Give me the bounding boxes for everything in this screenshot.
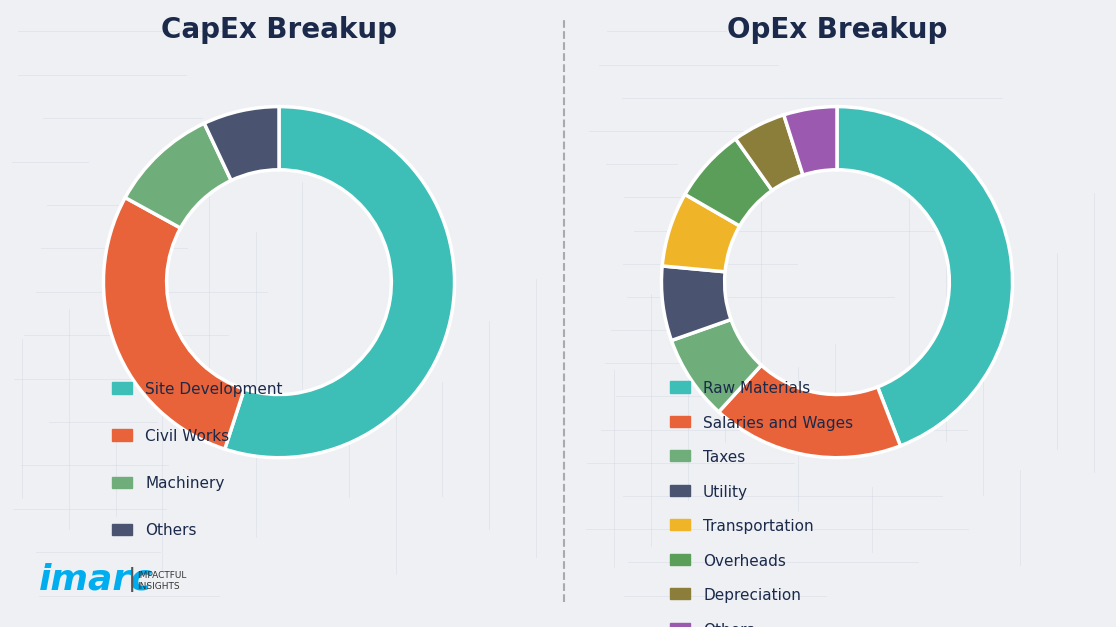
Wedge shape	[672, 320, 761, 412]
Text: |: |	[128, 567, 137, 593]
Wedge shape	[662, 266, 731, 340]
Text: Site Development: Site Development	[145, 382, 282, 397]
Text: Taxes: Taxes	[703, 450, 745, 465]
Wedge shape	[685, 139, 772, 226]
Wedge shape	[204, 107, 279, 181]
Text: Depreciation: Depreciation	[703, 588, 801, 603]
Text: Transportation: Transportation	[703, 519, 814, 534]
Text: imarc: imarc	[39, 563, 153, 597]
Wedge shape	[662, 194, 740, 271]
Text: Utility: Utility	[703, 485, 748, 500]
Wedge shape	[837, 107, 1012, 446]
Wedge shape	[783, 107, 837, 175]
Wedge shape	[719, 365, 901, 458]
Text: Salaries and Wages: Salaries and Wages	[703, 416, 854, 431]
Text: INSIGHTS: INSIGHTS	[137, 582, 180, 591]
Text: IMPACTFUL: IMPACTFUL	[137, 571, 186, 580]
Wedge shape	[104, 198, 244, 449]
Text: Overheads: Overheads	[703, 554, 786, 569]
Title: OpEx Breakup: OpEx Breakup	[727, 16, 947, 44]
Text: Raw Materials: Raw Materials	[703, 381, 810, 396]
Text: Machinery: Machinery	[145, 476, 224, 491]
Text: Others: Others	[703, 623, 754, 627]
Title: CapEx Breakup: CapEx Breakup	[161, 16, 397, 44]
Wedge shape	[735, 115, 802, 191]
Text: Civil Works: Civil Works	[145, 429, 229, 444]
Wedge shape	[224, 107, 454, 458]
Wedge shape	[125, 124, 231, 228]
Text: Others: Others	[145, 523, 196, 538]
